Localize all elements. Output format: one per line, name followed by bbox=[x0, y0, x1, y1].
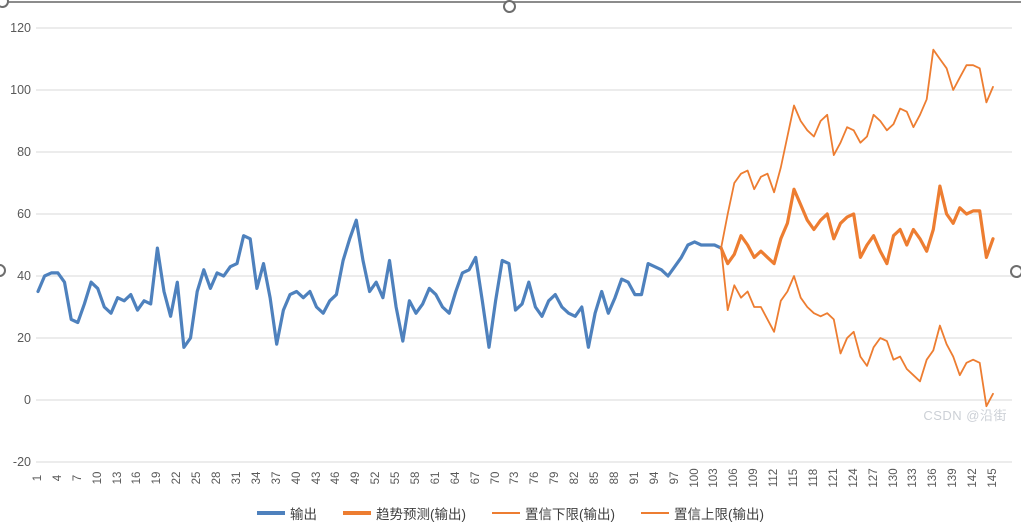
x-tick-label: 13 bbox=[111, 471, 124, 485]
chart-legend[interactable]: 输出 趋势预测(输出) 置信下限(输出) 置信上限(输出) bbox=[0, 503, 1021, 523]
x-tick-label: 25 bbox=[191, 471, 204, 485]
series-输出[interactable] bbox=[36, 218, 723, 349]
x-tick-label: 79 bbox=[549, 471, 562, 485]
x-tick-label: 22 bbox=[171, 471, 184, 485]
x-tick-label: 49 bbox=[350, 471, 363, 485]
x-tick-label: 106 bbox=[728, 468, 741, 488]
x-tick-label: 145 bbox=[986, 468, 999, 488]
x-tick-label: 118 bbox=[807, 468, 820, 488]
x-tick-label: 127 bbox=[867, 468, 880, 488]
x-tick-label: 112 bbox=[768, 468, 781, 488]
x-tick-label: 142 bbox=[967, 468, 980, 488]
x-tick-label: 4 bbox=[51, 474, 64, 482]
selection-handle-top-left[interactable] bbox=[0, 0, 9, 8]
legend-line-swatch bbox=[257, 511, 285, 515]
x-tick-label: 64 bbox=[449, 471, 462, 485]
x-tick-label: 73 bbox=[509, 471, 522, 485]
x-tick-label: 100 bbox=[688, 468, 701, 488]
x-tick-label: 40 bbox=[290, 471, 303, 485]
y-tick-label: -20 bbox=[12, 455, 31, 469]
x-tick-label: 67 bbox=[469, 471, 482, 485]
legend-item[interactable]: 置信下限(输出) bbox=[492, 503, 615, 523]
x-tick-label: 70 bbox=[489, 471, 502, 485]
y-tick-label: 40 bbox=[17, 269, 31, 283]
x-tick-label: 28 bbox=[211, 471, 224, 485]
x-tick-label: 19 bbox=[151, 471, 164, 485]
y-tick-label: 100 bbox=[10, 83, 31, 97]
legend-item-label: 置信下限(输出) bbox=[525, 507, 615, 522]
y-tick-label: 80 bbox=[17, 145, 31, 159]
x-tick-label: 130 bbox=[887, 468, 900, 488]
x-tick-label: 52 bbox=[370, 471, 383, 485]
x-tick-label: 46 bbox=[330, 471, 343, 485]
x-tick-label: 55 bbox=[390, 471, 403, 485]
series-置信上限(输出)[interactable] bbox=[720, 48, 994, 250]
selection-handle-top-center[interactable] bbox=[503, 0, 516, 13]
x-tick-label: 88 bbox=[608, 471, 621, 485]
x-tick-label: 97 bbox=[668, 471, 681, 485]
y-tick-label: 60 bbox=[17, 207, 31, 221]
x-tick-label: 76 bbox=[529, 471, 542, 485]
selection-handle-right-middle[interactable] bbox=[1010, 265, 1021, 278]
legend-item[interactable]: 输出 bbox=[257, 503, 317, 523]
x-tick-label: 103 bbox=[708, 468, 721, 488]
x-tick-label: 121 bbox=[827, 468, 840, 488]
legend-item[interactable]: 置信上限(输出) bbox=[641, 503, 764, 523]
legend-item-label: 输出 bbox=[290, 507, 317, 522]
legend-item-label: 趋势预测(输出) bbox=[376, 507, 466, 522]
x-tick-label: 133 bbox=[907, 468, 920, 488]
legend-line-swatch bbox=[343, 511, 371, 515]
legend-line-swatch bbox=[492, 512, 520, 514]
x-tick-label: 115 bbox=[788, 468, 801, 488]
x-tick-label: 61 bbox=[429, 471, 442, 485]
x-tick-label: 10 bbox=[91, 471, 104, 485]
watermark: CSDN @沿街 bbox=[923, 408, 1007, 423]
x-tick-label: 109 bbox=[748, 468, 761, 488]
x-tick-label: 7 bbox=[71, 474, 84, 482]
x-tick-label: 1 bbox=[32, 474, 44, 482]
x-tick-label: 16 bbox=[131, 471, 144, 485]
legend-item[interactable]: 趋势预测(输出) bbox=[343, 503, 466, 523]
x-tick-label: 34 bbox=[250, 471, 263, 485]
x-tick-label: 37 bbox=[270, 471, 283, 485]
y-tick-label: 20 bbox=[17, 331, 31, 345]
x-tick-label: 31 bbox=[230, 471, 243, 485]
legend-line-swatch bbox=[641, 512, 669, 514]
x-tick-label: 82 bbox=[569, 471, 582, 485]
series-置信下限(输出)[interactable] bbox=[720, 247, 994, 408]
x-tick-label: 139 bbox=[947, 468, 960, 488]
x-tick-label: 85 bbox=[589, 471, 602, 485]
legend-item-label: 置信上限(输出) bbox=[674, 507, 764, 522]
x-tick-label: 94 bbox=[648, 471, 661, 485]
series-趋势预测(输出)[interactable] bbox=[719, 184, 995, 266]
x-tick-label: 91 bbox=[628, 471, 641, 485]
x-tick-label: 58 bbox=[410, 471, 423, 485]
x-tick-label: 136 bbox=[927, 468, 940, 488]
x-tick-label: 43 bbox=[310, 471, 323, 485]
x-tick-label: 124 bbox=[847, 468, 860, 488]
y-tick-label: 120 bbox=[10, 21, 31, 35]
y-tick-label: 0 bbox=[24, 393, 31, 407]
